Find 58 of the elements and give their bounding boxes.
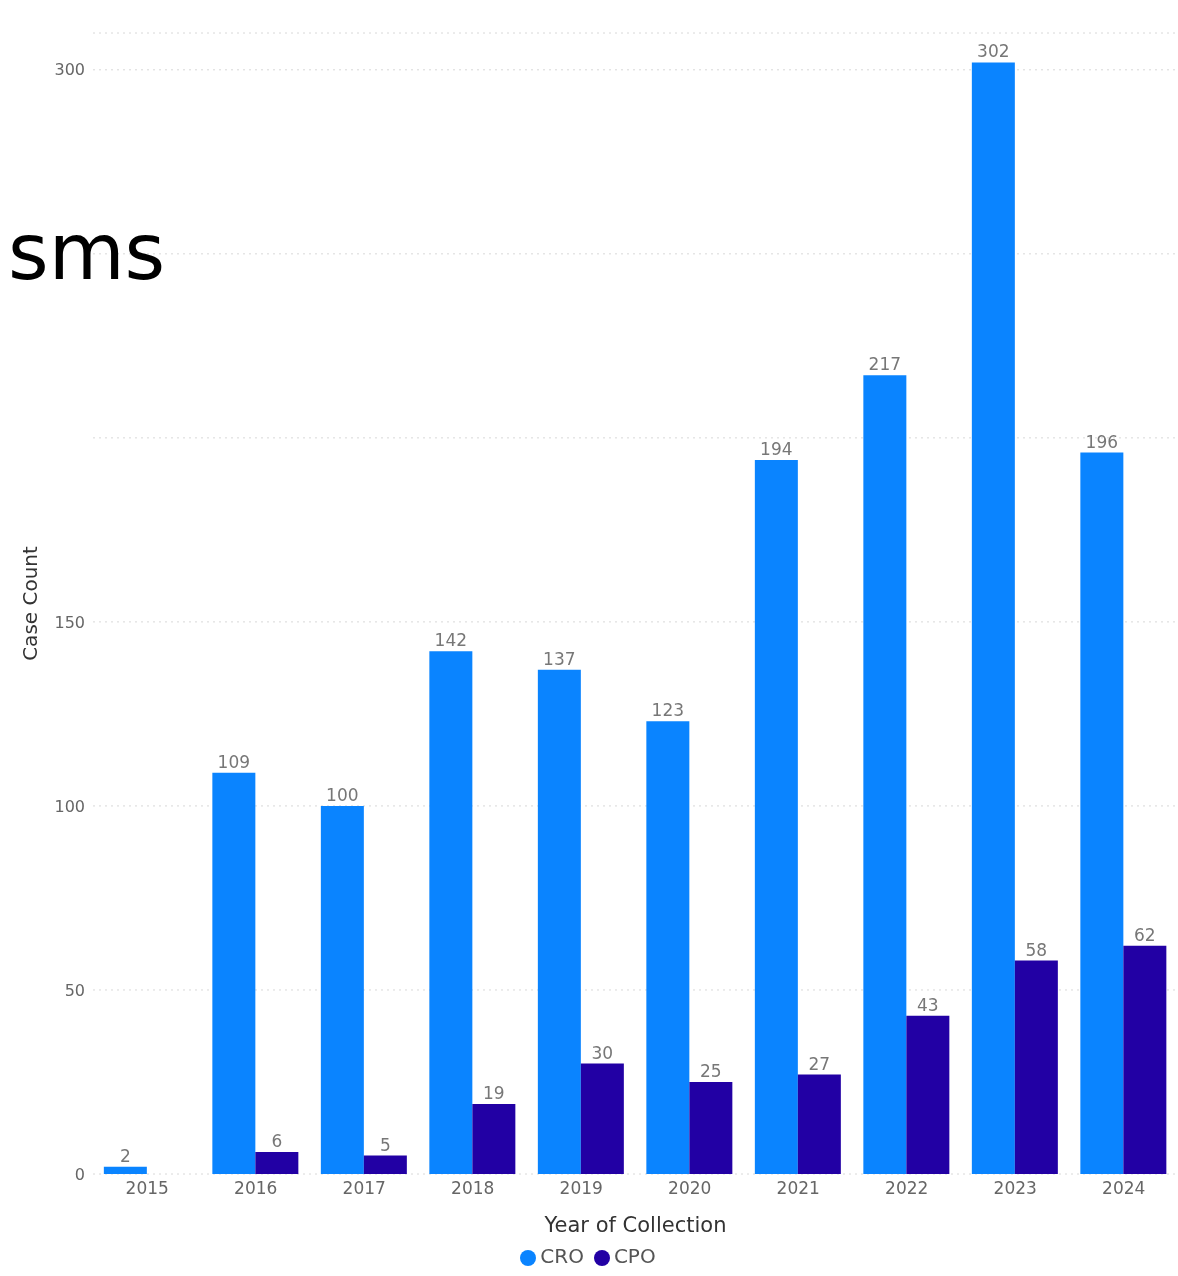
- x-tick-label: 2023: [993, 1178, 1037, 1199]
- bar: [689, 1081, 733, 1174]
- bar: [212, 772, 256, 1174]
- data-label: 194: [760, 438, 793, 459]
- bar: [537, 669, 581, 1174]
- data-label: 142: [434, 630, 468, 651]
- bar: [1123, 945, 1167, 1174]
- data-label: 6: [271, 1130, 283, 1151]
- bar: [580, 1063, 624, 1174]
- data-label: 30: [591, 1042, 614, 1063]
- x-tick-label: 2017: [342, 1178, 386, 1199]
- y-axis-title: Case Count: [18, 546, 43, 661]
- x-tick-label: 2019: [559, 1178, 603, 1199]
- data-label: 62: [1134, 924, 1156, 945]
- y-tick-label: 300: [54, 60, 85, 80]
- data-label: 302: [977, 41, 1010, 62]
- x-tick-label: 2024: [1102, 1178, 1146, 1199]
- bar: [472, 1104, 516, 1174]
- y-tick-label: 150: [54, 612, 85, 632]
- data-label: 100: [326, 784, 359, 805]
- bar: [1080, 452, 1124, 1174]
- bar: [754, 459, 798, 1174]
- data-label: 43: [917, 994, 939, 1015]
- bar: [320, 805, 364, 1174]
- x-tick-label: 2016: [234, 1178, 278, 1199]
- data-label: 217: [868, 354, 902, 375]
- data-label: 109: [217, 751, 251, 772]
- y-tick-label: 0: [74, 1164, 85, 1184]
- y-tick-label: 100: [54, 796, 85, 816]
- bar: [797, 1074, 841, 1174]
- bar: [646, 721, 690, 1174]
- bar: [971, 62, 1015, 1174]
- bar: [255, 1151, 299, 1174]
- x-tick-label: 2022: [885, 1178, 929, 1199]
- bar: [363, 1155, 407, 1174]
- data-label: 19: [483, 1083, 505, 1104]
- data-label: 5: [379, 1134, 391, 1155]
- bar: [1014, 960, 1058, 1174]
- data-label: 2: [119, 1145, 131, 1166]
- data-label: 123: [651, 700, 685, 721]
- bar: [906, 1015, 950, 1174]
- legend-label: CRO: [540, 1244, 584, 1268]
- x-tick-label: 2020: [668, 1178, 712, 1199]
- data-label: 27: [808, 1053, 831, 1074]
- x-tick-label: 2018: [451, 1178, 495, 1199]
- bar: [103, 1166, 147, 1174]
- data-label: 58: [1025, 939, 1048, 960]
- data-label: 196: [1085, 431, 1119, 452]
- bar: [429, 651, 473, 1174]
- x-tick-label: 2021: [776, 1178, 820, 1199]
- data-label: 137: [543, 648, 576, 669]
- legend-label: CPO: [613, 1244, 656, 1268]
- y-tick-label: 50: [64, 980, 85, 1000]
- x-tick-label: 2015: [125, 1178, 169, 1199]
- bar: [863, 375, 907, 1174]
- data-label: 25: [700, 1060, 722, 1081]
- annotation: sms: [8, 207, 166, 297]
- x-axis-title: Year of Collection: [543, 1213, 727, 1237]
